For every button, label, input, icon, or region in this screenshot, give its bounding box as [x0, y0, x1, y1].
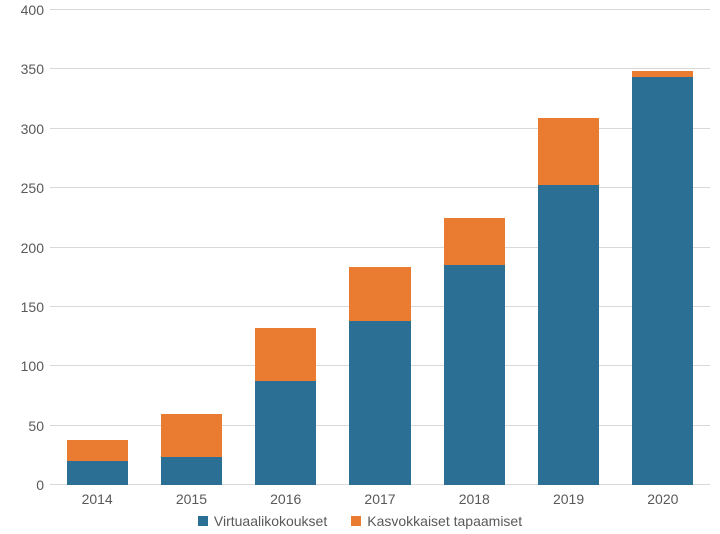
y-tick-label: 350: [0, 61, 44, 77]
bar-segment-virtual: [444, 265, 505, 485]
bar-segment-inperson: [255, 328, 316, 380]
gridline: [50, 68, 710, 69]
legend-item-inperson: Kasvokkaiset tapaamiset: [351, 513, 522, 529]
gridline: [50, 9, 710, 10]
legend-label: Kasvokkaiset tapaamiset: [367, 513, 522, 529]
bar-segment-inperson: [538, 118, 599, 185]
gridline: [50, 128, 710, 129]
x-tick-label: 2020: [647, 491, 678, 507]
y-tick-label: 250: [0, 180, 44, 196]
gridline: [50, 247, 710, 248]
legend-label: Virtuaalikokoukset: [214, 513, 327, 529]
bar-segment-virtual: [538, 185, 599, 485]
y-tick-label: 100: [0, 358, 44, 374]
bar-segment-inperson: [349, 267, 410, 322]
plot-area: [50, 10, 710, 485]
gridline: [50, 187, 710, 188]
y-tick-label: 300: [0, 121, 44, 137]
y-tick-label: 150: [0, 299, 44, 315]
bar-segment-inperson: [67, 440, 128, 461]
bar-segment-virtual: [349, 321, 410, 485]
x-tick-label: 2016: [270, 491, 301, 507]
y-tick-label: 200: [0, 240, 44, 256]
bar-segment-inperson: [444, 218, 505, 266]
legend: Virtuaalikokoukset Kasvokkaiset tapaamise…: [0, 513, 720, 529]
y-tick-label: 50: [0, 418, 44, 434]
y-tick-label: 400: [0, 2, 44, 18]
bar-segment-virtual: [161, 457, 222, 486]
stacked-bar-chart: 0 50 100 150 200 250 300 350 400 2014 2015 2016 201…: [0, 0, 720, 534]
bar-segment-virtual: [67, 461, 128, 485]
x-tick-label: 2019: [553, 491, 584, 507]
legend-item-virtual: Virtuaalikokoukset: [198, 513, 327, 529]
x-tick-label: 2018: [459, 491, 490, 507]
x-tick-label: 2017: [364, 491, 395, 507]
bar-segment-inperson: [161, 414, 222, 457]
bar-segment-virtual: [255, 381, 316, 486]
bar-segment-virtual: [632, 77, 693, 486]
bar-segment-inperson: [632, 71, 693, 77]
x-tick-label: 2015: [176, 491, 207, 507]
x-tick-label: 2014: [82, 491, 113, 507]
y-tick-label: 0: [0, 477, 44, 493]
legend-swatch: [351, 516, 361, 526]
legend-swatch: [198, 516, 208, 526]
